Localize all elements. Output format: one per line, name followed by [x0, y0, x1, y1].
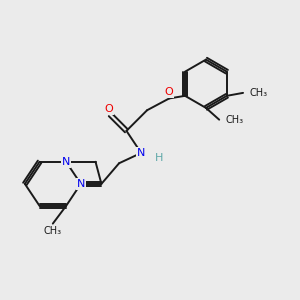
Text: H: H [155, 153, 164, 163]
Text: N: N [137, 148, 146, 158]
Text: CH₃: CH₃ [226, 115, 244, 125]
Text: O: O [104, 104, 113, 114]
Text: CH₃: CH₃ [44, 226, 62, 236]
Text: CH₃: CH₃ [250, 88, 268, 98]
Text: N: N [76, 179, 85, 189]
Text: N: N [62, 157, 70, 167]
Text: O: O [165, 87, 173, 97]
